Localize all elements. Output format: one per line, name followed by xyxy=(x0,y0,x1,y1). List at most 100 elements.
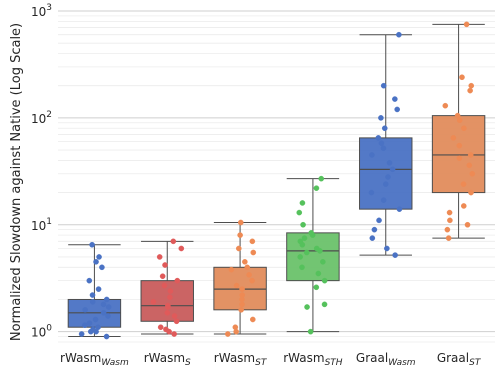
data-point xyxy=(459,74,465,81)
data-point xyxy=(159,273,166,280)
data-point xyxy=(318,175,325,182)
data-point xyxy=(167,294,173,301)
data-point xyxy=(78,331,85,337)
x-tick-label-4: GraalWasm xyxy=(356,351,416,368)
data-point xyxy=(375,135,382,141)
box-group-3 xyxy=(286,175,340,335)
x-tick-label-3: rWasmSTH xyxy=(283,351,343,368)
data-point xyxy=(249,277,255,284)
data-point xyxy=(321,277,328,284)
box-group-5 xyxy=(431,21,486,241)
y-tick-label-2: 102 xyxy=(31,110,52,126)
data-point xyxy=(242,259,248,265)
data-point xyxy=(378,115,384,121)
data-point xyxy=(469,170,476,177)
data-point xyxy=(315,270,322,277)
data-point xyxy=(454,112,461,119)
data-point xyxy=(178,245,185,252)
data-point xyxy=(249,238,256,245)
data-point xyxy=(321,301,328,308)
data-point xyxy=(468,82,475,89)
data-point xyxy=(81,322,88,328)
data-point xyxy=(233,282,240,289)
data-point xyxy=(96,254,102,260)
data-point xyxy=(103,333,110,340)
data-point xyxy=(297,238,304,245)
box-iqr xyxy=(431,115,486,194)
data-point xyxy=(86,277,93,284)
data-point xyxy=(299,200,306,206)
data-point xyxy=(173,318,180,325)
data-point xyxy=(394,106,400,113)
data-point xyxy=(467,87,473,94)
data-point xyxy=(386,159,393,166)
axis-layer: 100 101 102 103 rWasmWasm rWasmS rWasmST rWasmS… xyxy=(31,3,482,368)
x-tick-label-5: GraalST xyxy=(437,351,482,368)
data-point xyxy=(308,230,315,236)
data-point xyxy=(463,21,470,28)
data-point xyxy=(380,145,387,152)
data-point xyxy=(376,217,382,224)
data-point xyxy=(164,310,171,316)
y-axis-title: Normalized Slowdown against Native (Log … xyxy=(9,23,24,341)
data-point xyxy=(380,197,387,203)
data-point xyxy=(468,189,474,196)
data-point xyxy=(467,152,474,158)
data-point xyxy=(249,316,256,323)
data-point xyxy=(232,324,239,331)
data-point xyxy=(99,264,105,271)
data-point xyxy=(239,286,245,292)
data-point xyxy=(89,241,95,248)
data-point xyxy=(446,209,453,216)
data-point xyxy=(384,245,390,252)
box-group-4 xyxy=(359,31,413,258)
data-point xyxy=(92,316,99,323)
data-point xyxy=(299,264,305,271)
grid-layer xyxy=(58,10,495,343)
data-point xyxy=(250,249,257,256)
data-point xyxy=(246,272,252,278)
data-point xyxy=(301,235,308,241)
box-group-2 xyxy=(213,219,267,337)
data-point xyxy=(369,235,376,241)
plot-layer xyxy=(67,21,486,340)
data-point xyxy=(237,232,243,238)
data-point xyxy=(297,254,303,260)
data-point xyxy=(300,221,306,228)
box-iqr xyxy=(286,232,340,282)
data-point xyxy=(167,288,174,294)
data-point xyxy=(385,174,391,180)
data-point xyxy=(456,155,463,161)
data-point xyxy=(89,292,96,298)
box-group-0 xyxy=(67,241,122,340)
data-point xyxy=(105,313,111,319)
data-point xyxy=(171,313,178,319)
box-iqr xyxy=(359,137,413,210)
data-point xyxy=(90,326,96,333)
data-point xyxy=(86,320,93,326)
data-point xyxy=(157,324,164,331)
data-point xyxy=(163,326,169,333)
data-point xyxy=(89,299,96,305)
data-point xyxy=(238,307,244,313)
data-point xyxy=(224,331,231,337)
data-point xyxy=(442,102,449,109)
data-point xyxy=(381,125,388,132)
x-tick-label-2: rWasmST xyxy=(214,351,268,368)
data-point xyxy=(236,245,242,252)
data-point xyxy=(161,282,168,289)
data-point xyxy=(171,331,177,337)
data-point xyxy=(447,217,453,224)
data-point xyxy=(296,209,303,216)
data-point xyxy=(313,185,320,191)
data-point xyxy=(95,324,101,331)
data-point xyxy=(239,292,246,298)
data-point xyxy=(466,162,473,169)
box-group-1 xyxy=(140,238,194,337)
data-point xyxy=(244,264,251,271)
data-point xyxy=(174,277,181,284)
data-point xyxy=(162,262,168,268)
data-point xyxy=(100,310,107,316)
